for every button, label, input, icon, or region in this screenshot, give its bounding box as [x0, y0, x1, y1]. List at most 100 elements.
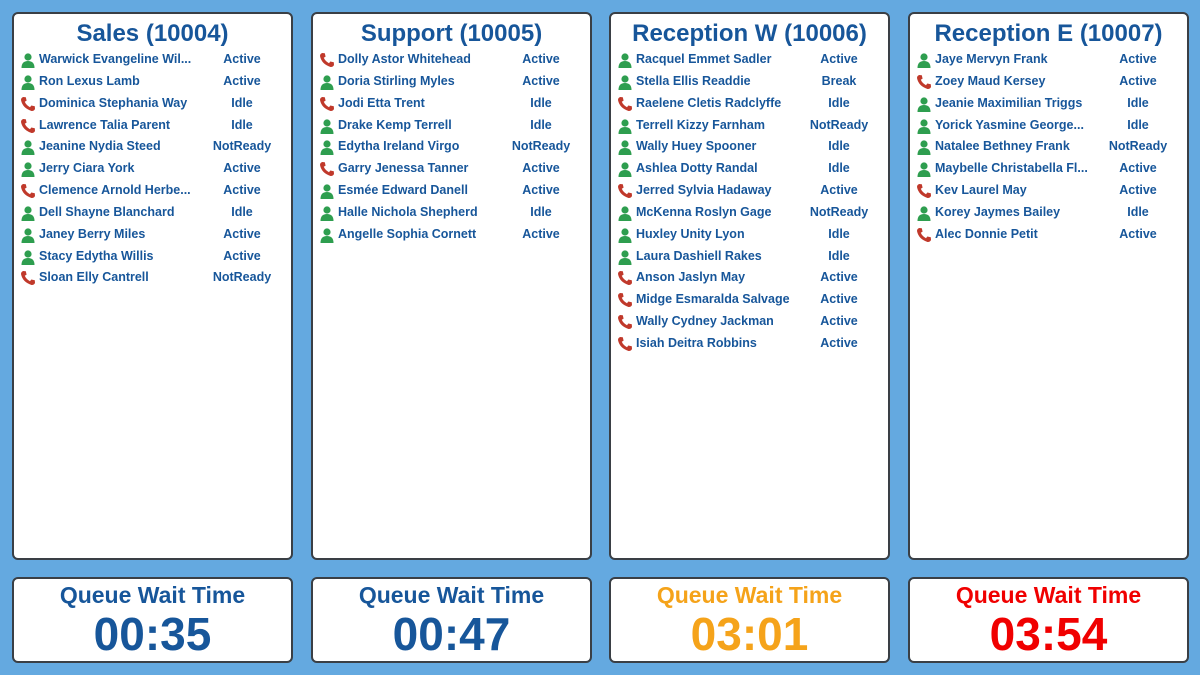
agent-row[interactable]: Midge Esmaralda Salvage Active [611, 289, 888, 311]
agent-icon [319, 227, 335, 243]
agent-status: Idle [1127, 117, 1149, 132]
agent-row[interactable]: Jeanie Maximilian Triggs Idle [910, 93, 1187, 115]
agent-icon [20, 161, 36, 178]
agent-row[interactable]: Huxley Unity Lyon Idle [611, 224, 888, 246]
agent-row[interactable]: Jaye Mervyn Frank Active [910, 49, 1187, 71]
agent-status: Idle [231, 95, 253, 110]
wait-time-label: Queue Wait Time [358, 582, 545, 608]
agent-row[interactable]: Esmée Edward Danell Active [313, 180, 590, 202]
agent-row[interactable]: Dominica Stephania Way Idle [14, 93, 291, 115]
agent-status: Active [820, 270, 858, 285]
agent-icon [617, 52, 633, 68]
agent-name: Ron Lexus Lamb [39, 73, 140, 88]
agent-row[interactable]: Jodi Etta Trent Idle [313, 93, 590, 115]
agent-status: Idle [1127, 204, 1149, 219]
agent-row[interactable]: McKenna Roslyn Gage NotReady [611, 202, 888, 224]
agent-name: Clemence Arnold Herbe... [39, 183, 191, 198]
agent-status: Active [522, 226, 560, 241]
agent-name: Jodi Etta Trent [338, 95, 425, 110]
queue-title: Reception E (10007) [934, 20, 1163, 47]
agent-row[interactable]: Warwick Evangeline Wil... Active [14, 49, 291, 71]
agent-icon [916, 96, 932, 112]
agent-icon [916, 161, 932, 178]
agent-name: Drake Kemp Terrell [338, 117, 452, 132]
agent-name: Jaye Mervyn Frank [935, 52, 1048, 66]
agent-name: Jerred Sylvia Hadaway [636, 183, 772, 198]
agent-row[interactable]: Garry Jenessa Tanner Active [313, 158, 590, 180]
agent-row[interactable]: Edytha Ireland Virgo NotReady [313, 136, 590, 158]
agent-status: Active [820, 292, 858, 307]
agent-list: Dolly Astor Whitehead Active Doria Stirl… [313, 49, 590, 246]
agent-row[interactable]: Jerred Sylvia Hadaway Active [611, 180, 888, 202]
agent-icon [20, 227, 36, 243]
agent-icon [617, 161, 633, 178]
agent-name: Zoey Maud Kersey [935, 73, 1046, 88]
agent-icon [319, 74, 335, 90]
agent-status: Active [522, 52, 560, 66]
queue-wait-panel: Queue Wait Time 00:35 [12, 577, 293, 663]
agent-name: Maybelle Christabella Fl... [935, 161, 1088, 176]
phone-icon [916, 227, 932, 243]
agent-row[interactable]: Alec Donnie Petit Active [910, 224, 1187, 246]
agent-name: Laura Dashiell Rakes [636, 248, 762, 263]
agent-status: Active [820, 183, 858, 198]
agent-name: Huxley Unity Lyon [636, 226, 745, 241]
agent-row[interactable]: Dell Shayne Blanchard Idle [14, 202, 291, 224]
agent-row[interactable]: Natalee Bethney Frank NotReady [910, 136, 1187, 158]
agent-row[interactable]: Maybelle Christabella Fl... Active [910, 158, 1187, 180]
agent-row[interactable]: Laura Dashiell Rakes Idle [611, 246, 888, 268]
phone-icon [20, 270, 36, 286]
agent-row[interactable]: Jeanine Nydia Steed NotReady [14, 136, 291, 158]
queue-wait-panel: Queue Wait Time 00:47 [311, 577, 592, 663]
agent-list: Jaye Mervyn Frank Active Zoey Maud Kerse… [910, 49, 1187, 246]
agent-status: Idle [231, 117, 253, 132]
agent-row[interactable]: Korey Jaymes Bailey Idle [910, 202, 1187, 224]
agent-row[interactable]: Raelene Cletis Radclyffe Idle [611, 93, 888, 115]
agent-row[interactable]: Halle Nichola Shepherd Idle [313, 202, 590, 224]
agent-status: NotReady [212, 139, 272, 154]
agent-status: Active [1119, 226, 1157, 241]
agent-row[interactable]: Drake Kemp Terrell Idle [313, 115, 590, 137]
agent-row[interactable]: Kev Laurel May Active [910, 180, 1187, 202]
agent-row[interactable]: Terrell Kizzy Farnham NotReady [611, 115, 888, 137]
agent-name: Kev Laurel May [935, 183, 1027, 198]
agent-row[interactable]: Doria Stirling Myles Active [313, 71, 590, 93]
agent-status: Active [820, 335, 858, 350]
agent-row[interactable]: Stacy Edytha Willis Active [14, 246, 291, 268]
agent-row[interactable]: Ashlea Dotty Randal Idle [611, 158, 888, 180]
phone-icon [319, 96, 335, 112]
phone-icon [617, 96, 633, 112]
agent-row[interactable]: Yorick Yasmine George... Idle [910, 115, 1187, 137]
agent-icon [617, 74, 633, 90]
agent-name: Angelle Sophia Cornett [338, 226, 477, 241]
agent-row[interactable]: Anson Jaslyn May Active [611, 267, 888, 289]
agent-icon [916, 205, 932, 221]
agent-status: Idle [828, 139, 850, 154]
agent-row[interactable]: Isiah Deitra Robbins Active [611, 333, 888, 355]
agent-status: Active [1119, 52, 1157, 66]
agent-row[interactable]: Janey Berry Miles Active [14, 224, 291, 246]
agent-row[interactable]: Jerry Ciara York Active [14, 158, 291, 180]
agent-row[interactable]: Racquel Emmet Sadler Active [611, 49, 888, 71]
agent-row[interactable]: Clemence Arnold Herbe... Active [14, 180, 291, 202]
queue-title: Sales (10004) [76, 20, 229, 47]
agent-name: Isiah Deitra Robbins [636, 335, 757, 350]
agent-row[interactable]: Sloan Elly Cantrell NotReady [14, 267, 291, 289]
agent-row[interactable]: Wally Cydney Jackman Active [611, 311, 888, 333]
agent-row[interactable]: Lawrence Talia Parent Idle [14, 115, 291, 137]
agent-row[interactable]: Dolly Astor Whitehead Active [313, 49, 590, 71]
wait-time-value: 00:35 [93, 608, 212, 660]
agent-row[interactable]: Ron Lexus Lamb Active [14, 71, 291, 93]
agent-row[interactable]: Stella Ellis Readdie Break [611, 71, 888, 93]
agent-row[interactable]: Angelle Sophia Cornett Active [313, 224, 590, 246]
queue-title: Support (10005) [360, 20, 543, 47]
agent-status: Active [223, 248, 261, 263]
agent-name: Wally Huey Spooner [636, 139, 757, 154]
agent-row[interactable]: Wally Huey Spooner Idle [611, 136, 888, 158]
agent-name: Midge Esmaralda Salvage [636, 292, 790, 307]
phone-icon [319, 161, 335, 177]
agent-row[interactable]: Zoey Maud Kersey Active [910, 71, 1187, 93]
wait-time-label: Queue Wait Time [59, 582, 246, 608]
agent-icon [617, 249, 633, 265]
queue-panel: Sales (10004) Warwick Evangeline Wil... … [12, 12, 293, 560]
